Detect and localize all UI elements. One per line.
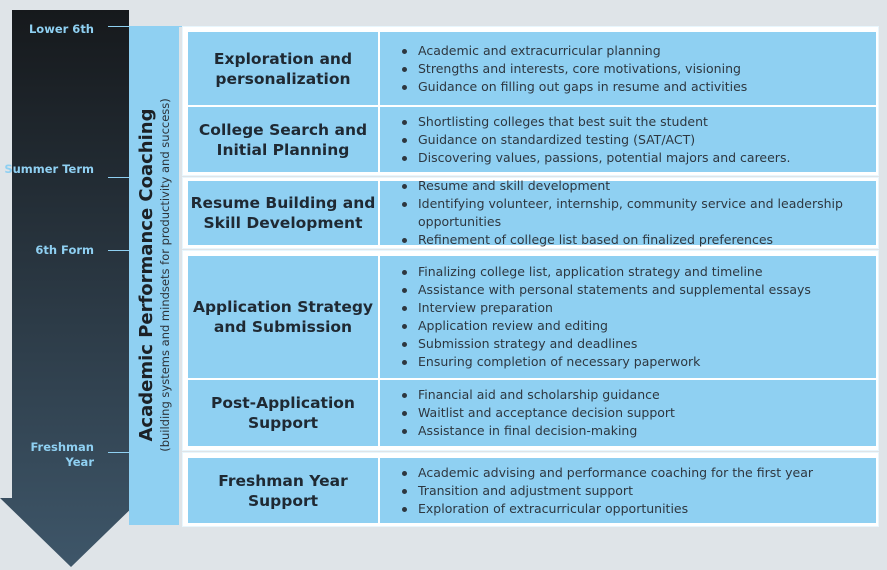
row-title: Resume Building and Skill Development [188, 181, 378, 245]
row-items: Financial aid and scholarship guidance W… [380, 380, 876, 446]
coaching-band-title: Academic Performance Coaching [136, 108, 157, 442]
list-item: Academic and extracurricular planning [400, 42, 866, 60]
row-title: College Search and Initial Planning [188, 107, 378, 172]
coaching-band [129, 26, 179, 525]
row-post-application: Post-Application Support Financial aid a… [188, 380, 876, 446]
list-item: Waitlist and acceptance decision support [400, 404, 866, 422]
stage-label-lower-6th: Lower 6th [28, 22, 94, 36]
list-item: Academic advising and performance coachi… [400, 464, 866, 482]
list-item: Interview preparation [400, 299, 866, 317]
stage-label-freshman-year: Freshman Year [30, 440, 94, 469]
list-item: Finalizing college list, application str… [400, 263, 866, 281]
bullet-list: Academic and extracurricular planning St… [380, 42, 876, 96]
row-title: Freshman Year Support [188, 458, 378, 523]
coaching-band-label: Academic Performance Coaching (building … [136, 98, 172, 452]
list-item: Exploration of extracurricular opportuni… [400, 500, 866, 518]
stage-label-summer-term: Summer Term [4, 162, 94, 176]
list-item: Resume and skill development [400, 177, 866, 195]
row-freshman-support: Freshman Year Support Academic advising … [188, 458, 876, 523]
stage-line-freshman-year [108, 452, 129, 453]
row-title: Post-Application Support [188, 380, 378, 446]
list-item: Submission strategy and deadlines [400, 335, 866, 353]
list-item: Discovering values, passions, potential … [400, 149, 866, 167]
stage-label-6th-form: 6th Form [35, 243, 94, 257]
bullet-list: Finalizing college list, application str… [380, 263, 876, 371]
bullet-list: Resume and skill development Identifying… [380, 177, 876, 249]
list-item: Shortlisting colleges that best suit the… [400, 113, 866, 131]
stage-line-6th-form [108, 250, 129, 251]
stage-line-summer-term [108, 177, 129, 178]
list-item: Assistance in final decision-making [400, 422, 866, 440]
row-items: Resume and skill development Identifying… [380, 178, 876, 247]
row-title: Exploration and personalization [188, 32, 378, 105]
list-item: Financial aid and scholarship guidance [400, 386, 866, 404]
coaching-band-subtitle: (building systems and mindsets for produ… [158, 98, 172, 452]
bullet-list: Financial aid and scholarship guidance W… [380, 386, 876, 440]
row-items: Academic advising and performance coachi… [380, 458, 876, 523]
list-item: Assistance with personal statements and … [400, 281, 866, 299]
list-item: Transition and adjustment support [400, 482, 866, 500]
list-item: Ensuring completion of necessary paperwo… [400, 353, 866, 371]
row-exploration: Exploration and personalization Academic… [188, 32, 876, 105]
list-item: Strengths and interests, core motivation… [400, 60, 866, 78]
row-items: Shortlisting colleges that best suit the… [380, 107, 876, 172]
list-item: Application review and editing [400, 317, 866, 335]
bullet-list: Shortlisting colleges that best suit the… [380, 113, 876, 167]
bullet-list: Academic advising and performance coachi… [380, 464, 876, 518]
row-title: Application Strategy and Submission [188, 256, 378, 378]
row-items: Finalizing college list, application str… [380, 256, 876, 378]
list-item: Refinement of college list based on fina… [400, 231, 866, 249]
row-application-strategy: Application Strategy and Submission Fina… [188, 256, 876, 378]
timeline-arrow [0, 10, 142, 567]
list-item: Identifying volunteer, internship, commu… [400, 195, 866, 231]
list-item: Guidance on filling out gaps in resume a… [400, 78, 866, 96]
row-resume-building: Resume Building and Skill Development Re… [188, 178, 876, 247]
row-items: Academic and extracurricular planning St… [380, 32, 876, 105]
list-item: Guidance on standardized testing (SAT/AC… [400, 131, 866, 149]
row-college-search: College Search and Initial Planning Shor… [188, 107, 876, 172]
